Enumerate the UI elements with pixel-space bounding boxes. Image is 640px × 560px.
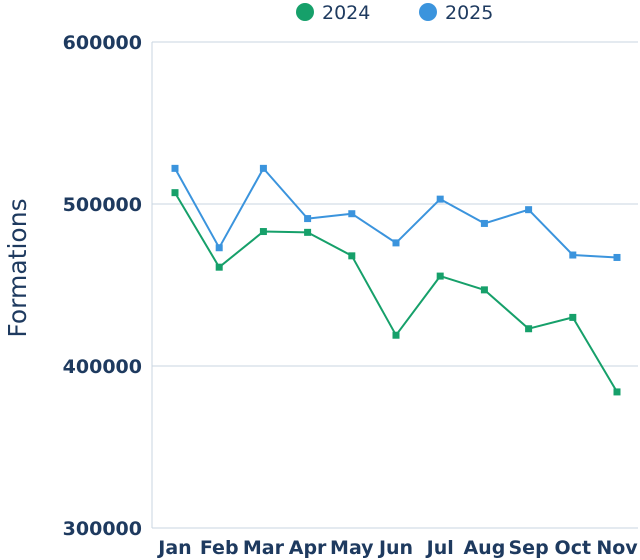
data-point-2024-oct[interactable] (569, 313, 577, 321)
legend-label: 2025 (445, 2, 493, 24)
legend-marker-icon (296, 3, 314, 21)
x-tick-label-jun: Jun (377, 537, 413, 559)
grid-lines (152, 41, 638, 529)
y-tick-label: 600000 (63, 32, 142, 54)
y-tick-label: 500000 (63, 194, 142, 216)
data-point-2025-may[interactable] (348, 210, 356, 218)
data-point-2025-nov[interactable] (613, 253, 621, 261)
x-tick-labels: Jan Feb Mar Apr May Jun Jul Aug Sep Oct Nov (156, 537, 638, 559)
legend-label: 2024 (322, 2, 370, 24)
data-point-2024-may[interactable] (348, 252, 356, 260)
data-point-2025-jan[interactable] (171, 164, 179, 172)
x-tick-label-may: May (330, 537, 374, 559)
y-tick-label: 300000 (63, 518, 142, 540)
x-tick-label-aug: Aug (463, 537, 505, 559)
data-point-2024-nov[interactable] (613, 388, 621, 396)
data-point-2024-jun[interactable] (392, 331, 400, 339)
data-point-2024-jan[interactable] (171, 189, 179, 197)
x-tick-label-jan: Jan (156, 537, 191, 559)
data-point-2025-sep[interactable] (525, 206, 533, 214)
series-line-2024 (174, 192, 618, 393)
data-point-2025-jul[interactable] (436, 195, 444, 203)
data-point-2024-apr[interactable] (304, 228, 312, 236)
x-tick-label-apr: Apr (289, 537, 327, 559)
data-point-2024-feb[interactable] (215, 263, 223, 271)
x-tick-label-feb: Feb (200, 537, 239, 559)
data-point-2025-apr[interactable] (304, 215, 312, 223)
y-tick-labels: 300000 400000 500000 600000 (63, 32, 142, 540)
x-tick-label-sep: Sep (509, 537, 549, 559)
series-2025 (171, 164, 621, 261)
data-point-2025-oct[interactable] (569, 251, 577, 259)
data-point-2025-jun[interactable] (392, 239, 400, 247)
data-point-2025-aug[interactable] (480, 219, 488, 227)
data-point-2025-feb[interactable] (215, 244, 223, 252)
data-point-2024-jul[interactable] (436, 272, 444, 280)
y-tick-label: 400000 (63, 356, 142, 378)
series-2024 (171, 189, 621, 396)
legend[interactable]: 2024 2025 (296, 2, 493, 24)
x-tick-label-mar: Mar (243, 537, 285, 559)
series-layer (171, 164, 621, 396)
data-point-2024-mar[interactable] (259, 228, 267, 236)
data-point-2025-mar[interactable] (259, 164, 267, 172)
data-point-2024-sep[interactable] (525, 325, 533, 333)
legend-item-2024[interactable]: 2024 (296, 2, 370, 24)
x-tick-label-nov: Nov (596, 537, 638, 559)
data-point-2024-aug[interactable] (480, 286, 488, 294)
y-axis-label: Formations (3, 198, 32, 337)
legend-marker-icon (419, 3, 437, 21)
legend-item-2025[interactable]: 2025 (419, 2, 493, 24)
x-tick-label-oct: Oct (555, 537, 592, 559)
x-tick-label-jul: Jul (425, 537, 454, 559)
